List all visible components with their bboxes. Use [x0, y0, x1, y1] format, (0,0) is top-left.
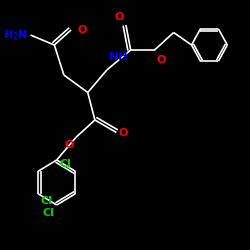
Text: H$_2$N: H$_2$N: [3, 28, 28, 42]
Text: O: O: [77, 25, 86, 35]
Text: NH: NH: [109, 52, 128, 62]
Text: O: O: [64, 140, 74, 150]
Text: Cl: Cl: [42, 208, 54, 218]
Text: Cl: Cl: [60, 159, 72, 169]
Text: Cl: Cl: [40, 196, 52, 206]
Text: O: O: [114, 12, 124, 22]
Text: O: O: [119, 128, 128, 138]
Text: O: O: [157, 55, 166, 65]
